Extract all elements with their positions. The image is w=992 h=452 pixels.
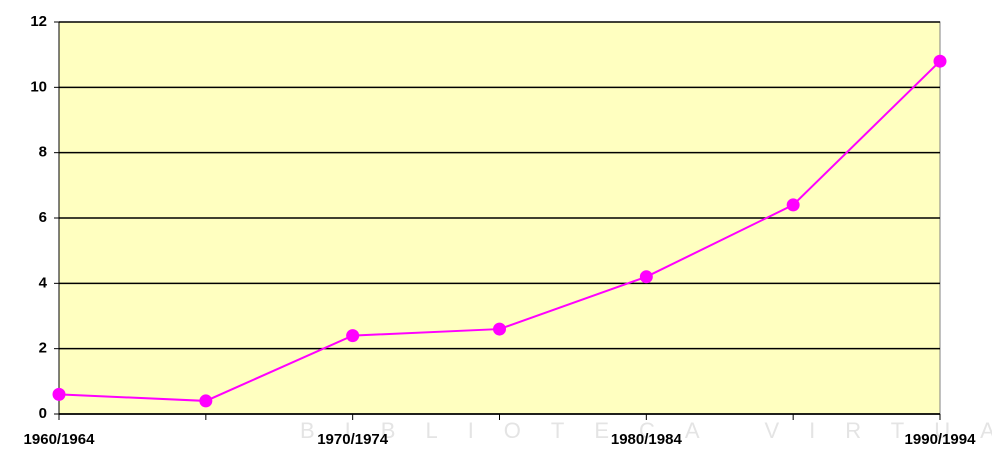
x-tick-label: 1980/1984 [611, 431, 683, 448]
y-tick-label: 6 [39, 209, 47, 226]
watermark: BIBLIOTECA VIRTUAL [300, 418, 992, 443]
x-tick-label: 1990/1994 [905, 431, 977, 448]
marker [199, 394, 213, 408]
y-tick-label: 4 [39, 274, 48, 291]
marker [493, 322, 506, 336]
marker [786, 198, 800, 212]
y-tick-label: 10 [30, 78, 47, 95]
x-tick-label: 1970/1974 [317, 431, 389, 448]
marker [346, 329, 360, 343]
y-tick-label: 0 [39, 405, 47, 422]
y-tick-label: 8 [39, 144, 47, 161]
marker [639, 270, 653, 284]
marker [52, 387, 66, 401]
y-tick-label: 2 [39, 340, 47, 357]
marker [933, 54, 947, 68]
x-tick-label: 1960/1964 [24, 431, 96, 448]
y-tick-label: 12 [30, 13, 47, 30]
